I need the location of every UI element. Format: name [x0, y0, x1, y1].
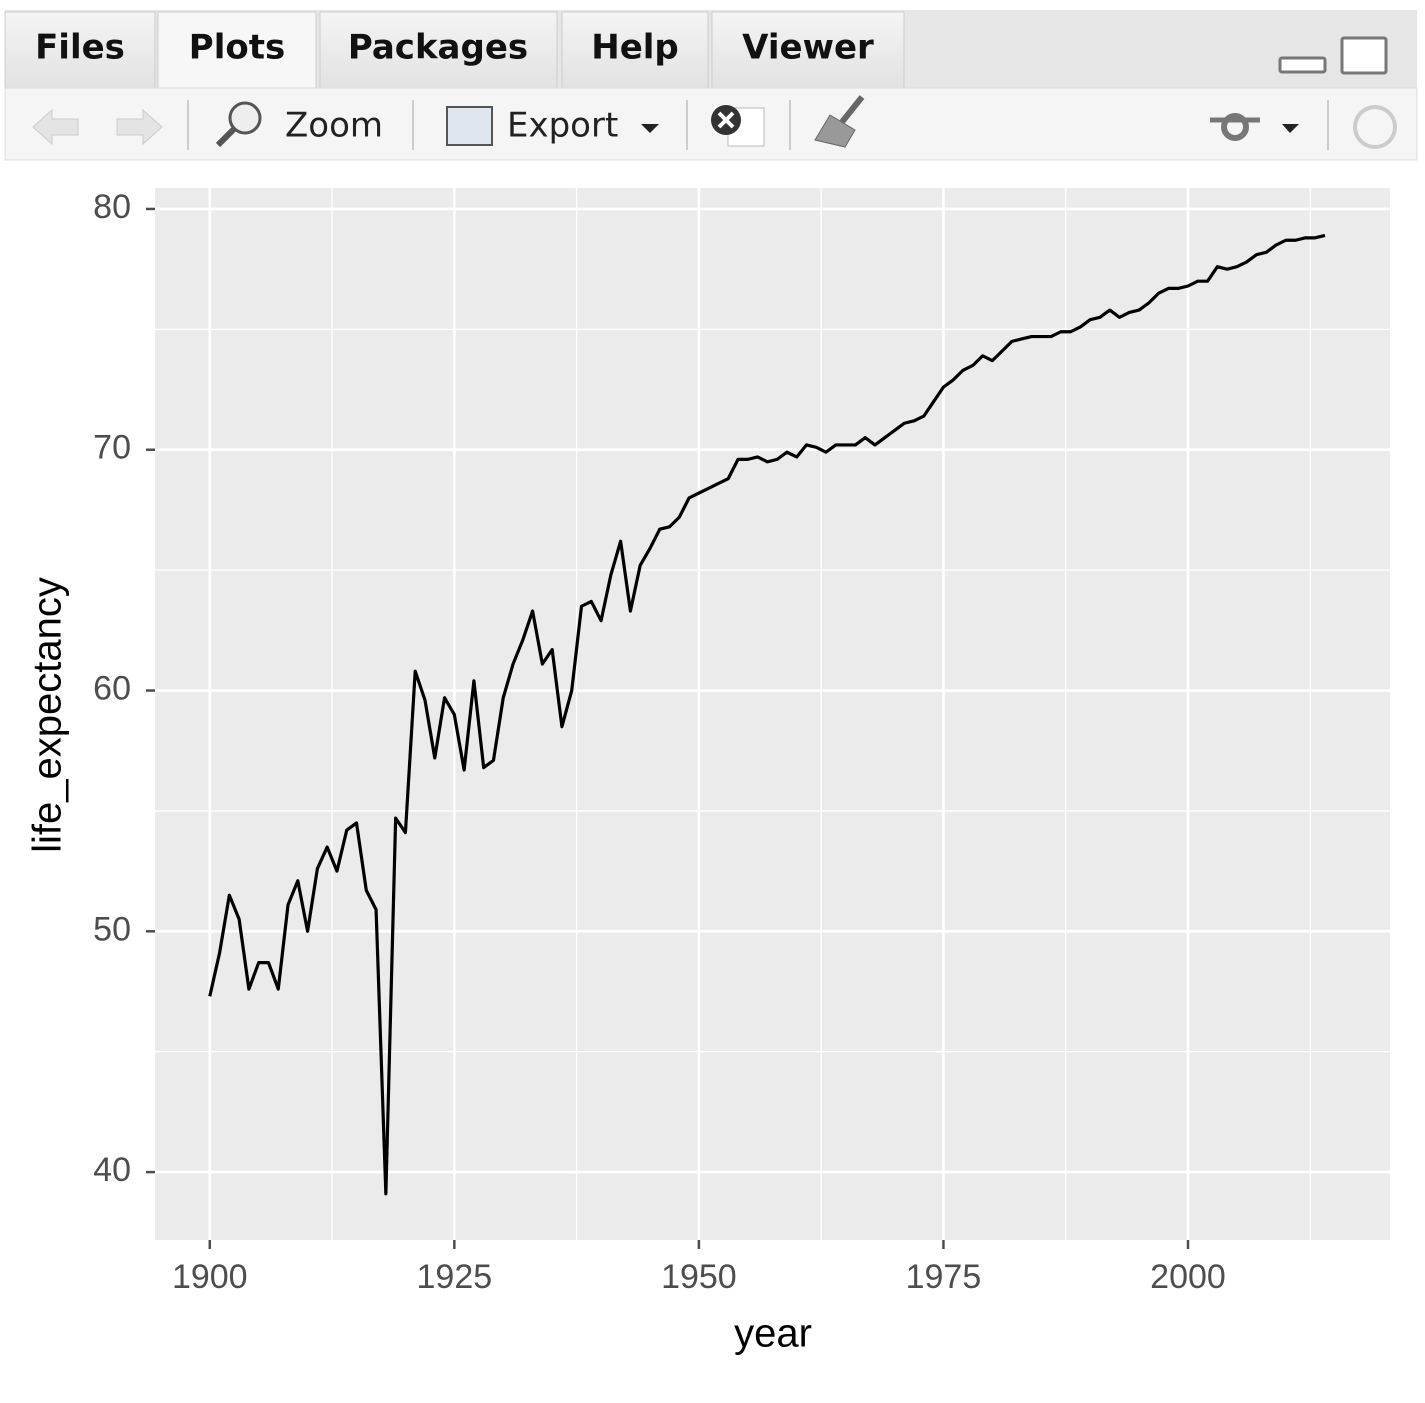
- window-controls: [1278, 36, 1388, 75]
- export-button[interactable]: Export: [446, 106, 659, 146]
- back-button[interactable]: [32, 108, 79, 146]
- tab[interactable]: [561, 11, 709, 89]
- tab-active[interactable]: [157, 11, 317, 91]
- export-icon: [446, 106, 493, 146]
- zoom-icon: [228, 101, 262, 135]
- panel-background: [155, 188, 1390, 1240]
- zoom-button[interactable]: Zoom: [215, 101, 383, 148]
- remove-plot-button[interactable]: [711, 105, 765, 147]
- zoom-label[interactable]: Zoom: [285, 106, 383, 146]
- refresh-button[interactable]: [1353, 105, 1397, 149]
- y-tick-label: 40: [93, 1151, 131, 1189]
- toolbar: [4, 87, 1418, 161]
- x-tick-label: 1975: [906, 1258, 982, 1296]
- x-tick-label: 1925: [417, 1258, 493, 1296]
- tab[interactable]: [319, 11, 558, 89]
- x-tick-label: 1900: [172, 1258, 248, 1296]
- publish-icon: [1221, 113, 1249, 141]
- tab-label[interactable]: Viewer: [742, 28, 874, 68]
- dropdown-arrow: [1282, 124, 1299, 133]
- chart: year life_expectancy 1900 1925 1950 1975 200…: [26, 188, 1390, 1356]
- tab-label[interactable]: Help: [591, 28, 679, 68]
- tab-label[interactable]: Packages: [348, 28, 528, 68]
- tab[interactable]: [711, 11, 905, 89]
- tab-label[interactable]: Files: [35, 28, 125, 68]
- y-tick-label: 70: [93, 429, 131, 467]
- publish-button[interactable]: [1210, 113, 1299, 141]
- broom-icon: [814, 114, 856, 148]
- dropdown-arrow: [641, 124, 659, 133]
- y-tick-label: 50: [93, 910, 131, 948]
- x-axis-title: year: [734, 1312, 812, 1356]
- minimize-button[interactable]: [1278, 56, 1327, 74]
- y-tick-label: 60: [93, 670, 131, 708]
- y-tick-label: 80: [93, 188, 131, 226]
- forward-button[interactable]: [116, 108, 163, 146]
- maximize-button[interactable]: [1340, 36, 1388, 75]
- export-label[interactable]: Export: [507, 106, 618, 146]
- toolbar-items: Zoom Export: [32, 95, 1397, 150]
- zoom-icon: [215, 126, 237, 148]
- x-tick-label: 1950: [661, 1258, 737, 1296]
- tab-label[interactable]: Plots: [189, 28, 285, 68]
- remove-icon: [717, 111, 735, 129]
- x-tick-label: 2000: [1150, 1258, 1226, 1296]
- broom-icon: [839, 95, 865, 124]
- tabs: Files Plots Packages Help Viewer: [4, 11, 905, 91]
- data-line: [208, 233, 1326, 1196]
- y-axis-title: life_expectancy: [26, 577, 70, 853]
- clear-all-button[interactable]: [814, 95, 865, 148]
